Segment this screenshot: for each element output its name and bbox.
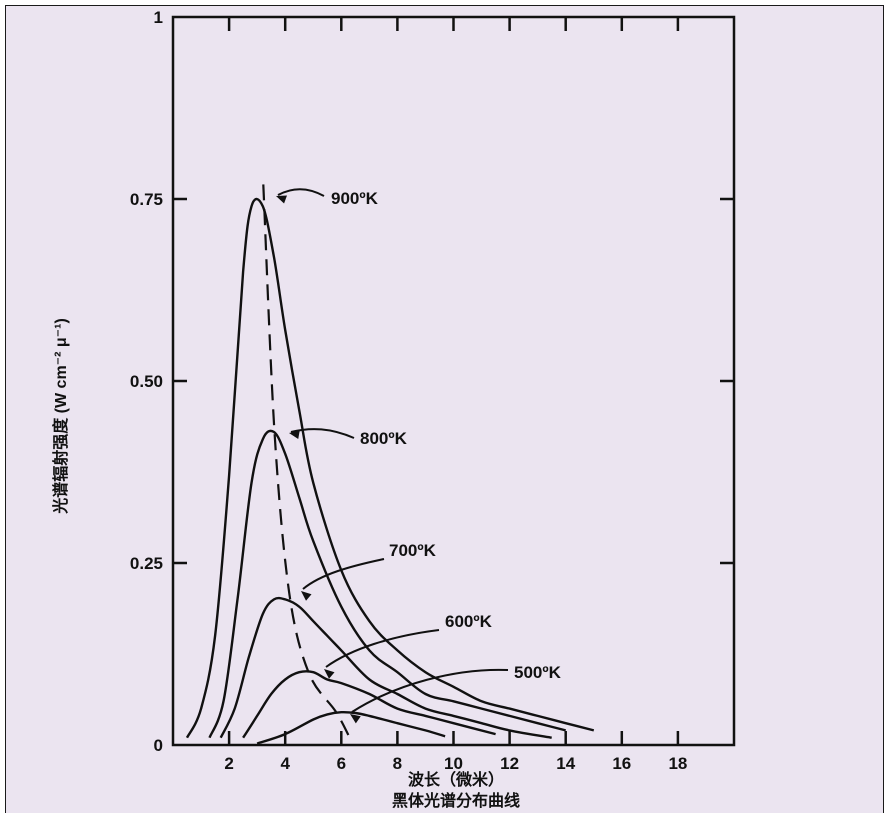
x-tick-label: 16 [612, 754, 631, 773]
series-label: 600ºK [445, 612, 493, 631]
y-tick-label: 0 [154, 736, 163, 755]
y-tick-label: 0.75 [130, 190, 163, 209]
series-curve [208, 429, 566, 739]
x-tick-label: 10 [444, 754, 463, 773]
series-label: 500ºK [514, 663, 562, 682]
callout-arrow [325, 629, 440, 668]
y-axis-title: 光谱辐射强度 (W cm⁻² μ⁻¹) [51, 318, 70, 515]
callout-arrowhead [289, 430, 300, 439]
curve-layer [185, 197, 595, 745]
series-curve [185, 197, 595, 739]
series-curve [256, 710, 446, 745]
x-tick-label: 4 [280, 754, 290, 773]
callout-arrowhead [350, 714, 361, 724]
x-tick-label: 14 [556, 754, 575, 773]
callout-arrowhead [276, 195, 287, 204]
x-tick-label: 2 [224, 754, 233, 773]
series-curve [242, 670, 496, 739]
y-tick-label: 0.25 [130, 554, 163, 573]
chart-panel: 900ºK 800ºK 700ºK 600ºK 500ºK 2 4 6 8 10 12 14 16 18… [5, 5, 884, 813]
series-label: 700ºK [389, 541, 437, 560]
x-tick-labels: 2 4 6 8 10 12 14 16 18 [224, 754, 687, 773]
y-tick-label: 0.50 [130, 372, 163, 391]
x-tick-label: 6 [337, 754, 346, 773]
x-tick-label: 18 [668, 754, 687, 773]
series-label: 900ºK [331, 189, 379, 208]
axis-ticks [173, 17, 734, 745]
plot-frame [171, 15, 736, 747]
y-tick-label: 1 [154, 8, 163, 27]
callout-layer: 900ºK 800ºK 700ºK 600ºK 500ºK [276, 188, 562, 724]
chart-caption: 黑体光谱分布曲线 [392, 791, 520, 810]
y-tick-labels: 0 0.25 0.50 0.75 1 [130, 8, 163, 755]
x-tick-label: 8 [393, 754, 402, 773]
x-tick-label: 12 [500, 754, 519, 773]
callout-arrow [277, 188, 325, 197]
callout-arrowhead [324, 669, 335, 679]
series-curve [219, 596, 552, 739]
series-label: 800ºK [360, 429, 408, 448]
peak-locus-line [262, 184, 351, 739]
callout-arrow [302, 558, 385, 590]
peak-locus-layer [262, 184, 351, 739]
callout-arrow [290, 428, 355, 439]
x-axis-title: 波长（微米） [408, 770, 504, 789]
callout-arrowhead [301, 591, 312, 601]
callout-arrow [351, 668, 509, 713]
